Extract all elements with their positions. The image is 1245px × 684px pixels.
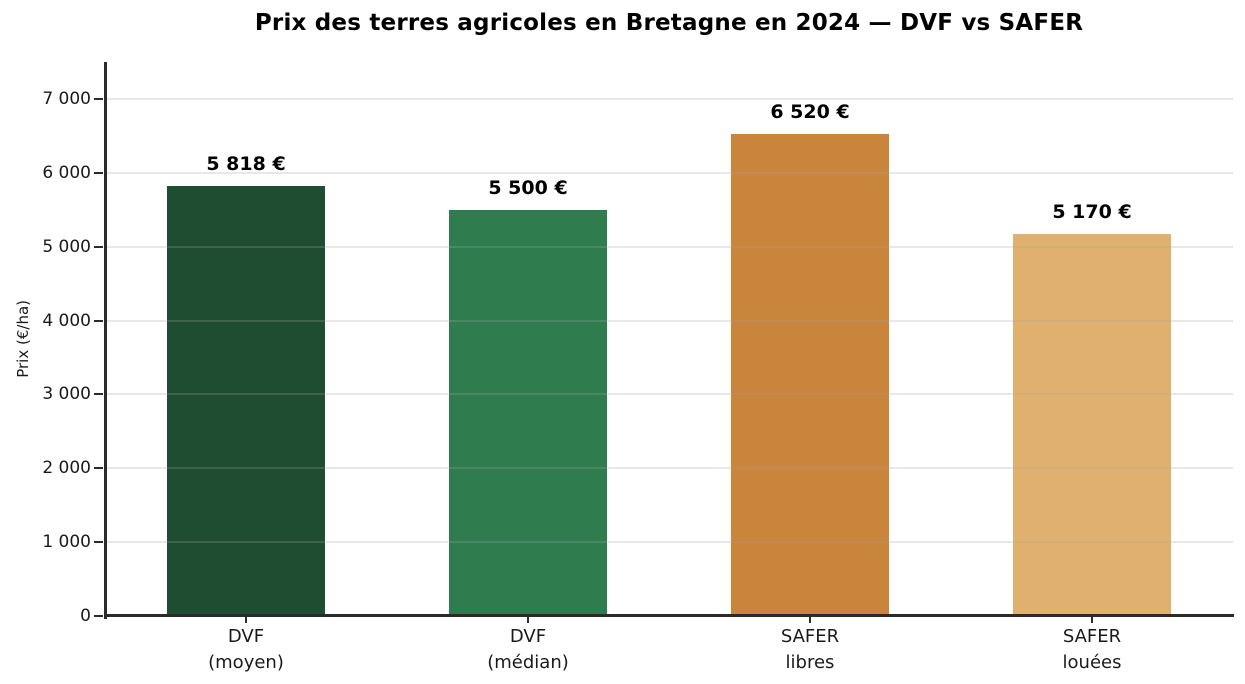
gridline [105, 393, 1233, 396]
bar-value-label: 5 500 € [488, 176, 568, 199]
bar-value-label: 6 520 € [770, 101, 850, 124]
gridline [105, 541, 1233, 544]
x-category-label: DVF (médian) [487, 626, 569, 673]
x-axis-spine [104, 614, 1234, 617]
bar-value-label: 5 170 € [1052, 201, 1132, 224]
y-tick-label: 0 [80, 606, 91, 626]
gridline [105, 171, 1233, 174]
x-category-label: DVF (moyen) [208, 626, 284, 673]
gridline [105, 319, 1233, 322]
y-tick-label: 4 000 [42, 310, 91, 331]
gridline [105, 245, 1233, 248]
y-tick-label: 1 000 [42, 532, 91, 553]
bar-2 [731, 134, 889, 616]
x-tick-mark [245, 617, 247, 623]
y-tick-mark [94, 615, 103, 617]
y-tick-mark [94, 319, 103, 322]
y-tick-label: 7 000 [42, 88, 91, 109]
x-category-label: SAFER libres [780, 626, 840, 673]
plot-area: 0 1 000 2 000 3 000 4 000 5 000 6 000 7 000 5 81… [42, 62, 1234, 673]
y-tick-mark [94, 171, 103, 174]
y-tick-mark [94, 97, 103, 100]
y-tick-mark [94, 245, 103, 248]
x-tick-mark [1091, 617, 1093, 623]
y-tick-label: 3 000 [42, 384, 91, 405]
bar-1 [449, 209, 607, 616]
y-tick-label: 2 000 [42, 458, 91, 479]
chart-title: Prix des terres agricoles en Bretagne en… [254, 10, 1084, 36]
y-tick-mark [94, 541, 103, 544]
x-category-label: SAFER louées [1062, 626, 1122, 673]
y-tick-label: 6 000 [42, 162, 91, 183]
y-axis-spine [104, 62, 107, 619]
y-tick-mark [94, 467, 103, 470]
bar-3 [1013, 234, 1171, 616]
y-tick-mark [94, 393, 103, 396]
y-tick-label: 5 000 [42, 236, 91, 257]
bar-0 [167, 186, 325, 616]
gridline [105, 97, 1233, 100]
x-tick-mark [527, 617, 529, 623]
bar-value-label: 5 818 € [206, 153, 286, 176]
x-tick-mark [809, 617, 811, 623]
gridline [105, 467, 1233, 470]
